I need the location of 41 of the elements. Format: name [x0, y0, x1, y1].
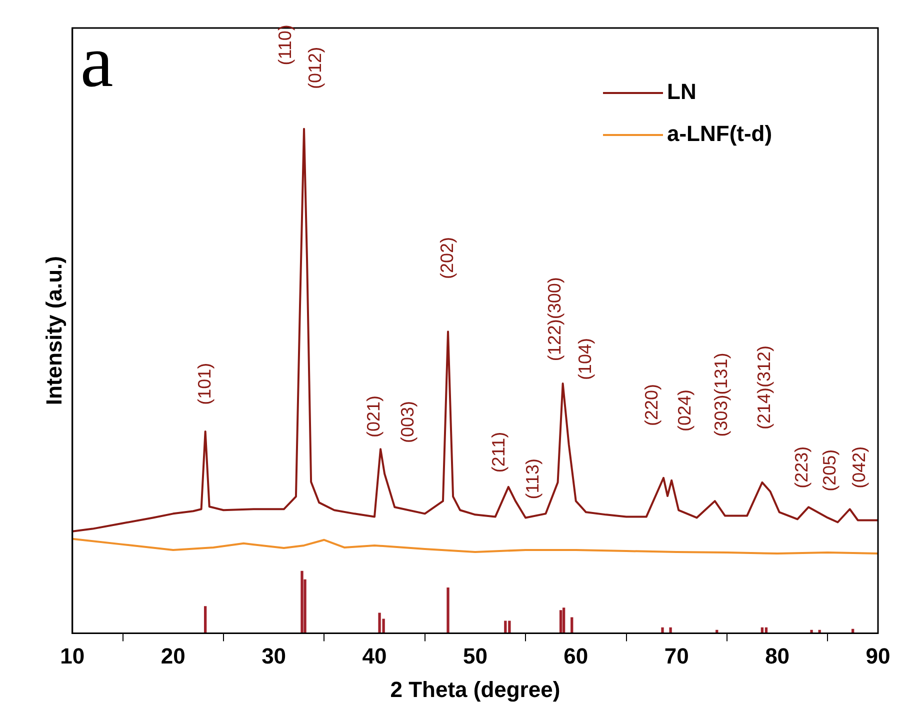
- annotation: (113): [522, 458, 543, 500]
- x-tick-label: 30: [262, 643, 286, 668]
- y-axis-title: Intensity (a.u.): [41, 256, 66, 406]
- bar: [446, 587, 450, 634]
- bar: [669, 627, 672, 634]
- annotation: (220): [641, 384, 662, 426]
- x-tick-label: 40: [362, 643, 387, 668]
- x-tick-label: 10: [60, 643, 85, 668]
- bar: [378, 612, 381, 634]
- annotation: (101): [194, 362, 214, 405]
- bar: [508, 620, 511, 634]
- x-tick-label: 80: [765, 643, 790, 668]
- annotation: (021): [363, 396, 384, 438]
- bar: [204, 606, 207, 634]
- legend-label: LN: [667, 79, 696, 104]
- annotation: (042): [848, 446, 869, 488]
- x-tick-label: 60: [564, 643, 588, 668]
- text: (110): [274, 24, 295, 66]
- annotation: (024): [674, 389, 695, 432]
- bar: [559, 610, 562, 634]
- legend-label: a-LNF(t-d): [667, 121, 772, 146]
- x-tick-label: 50: [462, 643, 488, 668]
- x-tick-label: 90: [866, 643, 890, 668]
- annotation: (003): [398, 400, 418, 443]
- bar: [661, 627, 664, 634]
- annotation: (223): [791, 446, 812, 488]
- annotation: (205): [820, 449, 840, 492]
- annotation: (214)(312): [754, 345, 774, 430]
- annotation: (122)(300): [544, 277, 565, 362]
- x-tick-label: 70: [664, 643, 689, 668]
- bar: [562, 608, 566, 634]
- bar: [300, 570, 304, 634]
- text: a: [80, 21, 114, 103]
- annotation: (104): [574, 338, 595, 380]
- x-tick-label: 20: [160, 643, 186, 668]
- x-axis-title: 2 Theta (degree): [390, 676, 560, 702]
- annotation: (303)(131): [710, 352, 731, 437]
- text: (012): [305, 46, 326, 89]
- annotation: (202): [436, 236, 457, 279]
- bar: [570, 617, 574, 634]
- annotation: (211): [488, 432, 508, 473]
